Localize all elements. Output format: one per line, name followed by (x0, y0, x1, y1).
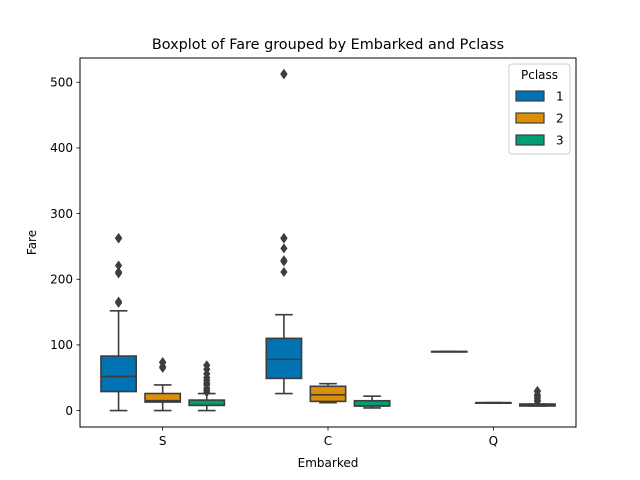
box-C-pclass-2 (309, 382, 347, 404)
legend-swatch-3 (515, 134, 545, 146)
plot-area (100, 68, 556, 412)
y-axis: 0 100 200 300 400 500 (50, 75, 80, 418)
y-tick-label: 500 (50, 75, 73, 89)
legend-title: Pclass (521, 68, 558, 82)
outlier-point (280, 68, 288, 79)
iqr-box (309, 385, 347, 403)
x-tick-label: S (159, 434, 167, 448)
legend: Pclass 1 2 3 (508, 63, 571, 155)
x-axis-label: Embarked (298, 456, 359, 470)
iqr-box (265, 337, 303, 380)
y-tick-label: 0 (65, 404, 73, 418)
iqr-box (100, 355, 138, 393)
outlier-point (114, 260, 123, 271)
box-Q-pclass-1 (430, 350, 468, 353)
outlier-point (114, 296, 123, 307)
chart-title: Boxplot of Fare grouped by Embarked and … (152, 37, 504, 53)
x-tick-label: C (324, 434, 332, 448)
legend-frame (508, 63, 571, 155)
outlier-point (280, 255, 288, 266)
outlier-point (280, 267, 288, 278)
iqr-box (144, 392, 182, 403)
legend-label-2: 2 (556, 112, 564, 126)
y-tick-label: 400 (50, 141, 73, 155)
x-tick-label: Q (489, 434, 498, 448)
outlier-point (280, 243, 288, 254)
y-tick-label: 300 (50, 207, 73, 221)
legend-swatch-1 (515, 90, 545, 102)
outlier-point (114, 267, 123, 278)
y-tick-label: 100 (50, 338, 73, 352)
outlier-point (280, 232, 288, 243)
y-tick-label: 200 (50, 272, 73, 286)
box-Q-pclass-3 (518, 385, 556, 407)
box-C-pclass-1 (265, 68, 303, 395)
axes-frame (79, 57, 577, 428)
y-axis-label: Fare (25, 230, 39, 255)
outlier-point (533, 385, 542, 396)
outlier-point (159, 356, 167, 367)
legend-swatch-2 (515, 112, 545, 124)
box-Q-pclass-2 (474, 401, 512, 405)
legend-label-1: 1 (556, 90, 564, 104)
box-S-pclass-1 (100, 232, 138, 412)
legend-label-3: 3 (556, 134, 564, 148)
box-S-pclass-3 (188, 360, 226, 412)
outlier-point (203, 360, 211, 371)
box-C-pclass-3 (353, 395, 391, 409)
box-S-pclass-2 (144, 356, 182, 412)
outlier-point (114, 232, 123, 243)
